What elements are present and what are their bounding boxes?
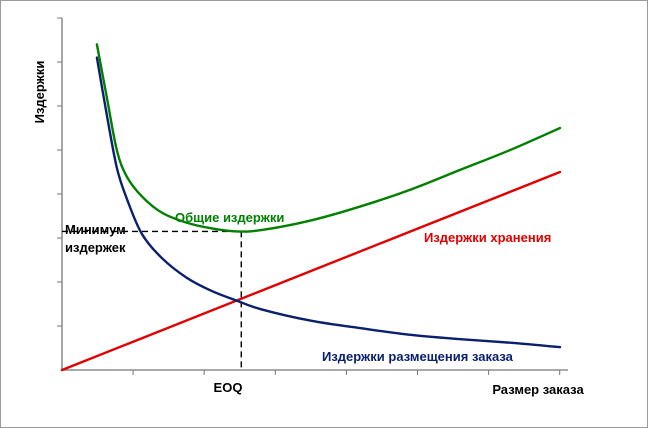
minimum-label-line2: издержек <box>65 240 126 255</box>
ordering-cost-label: Издержки размещения заказа <box>322 349 514 364</box>
total-cost-label: Общие издержки <box>175 210 284 225</box>
minimum-label-line1: Минимум <box>65 222 126 237</box>
minimum-guides <box>62 230 242 370</box>
ordering-cost-line <box>95 56 562 349</box>
y-axis-title: Издержки <box>32 61 47 124</box>
x-axis-title: Размер заказа <box>492 382 584 397</box>
series-group <box>60 43 562 372</box>
labels-group: Издержки Размер заказа EOQ Общие издержк… <box>32 61 584 397</box>
holding-cost-label: Издержки хранения <box>424 230 551 245</box>
total-cost-line <box>95 43 562 233</box>
x-tick-label-eoq: EOQ <box>214 380 243 395</box>
axes <box>57 17 568 375</box>
holding-cost-line <box>60 170 562 372</box>
